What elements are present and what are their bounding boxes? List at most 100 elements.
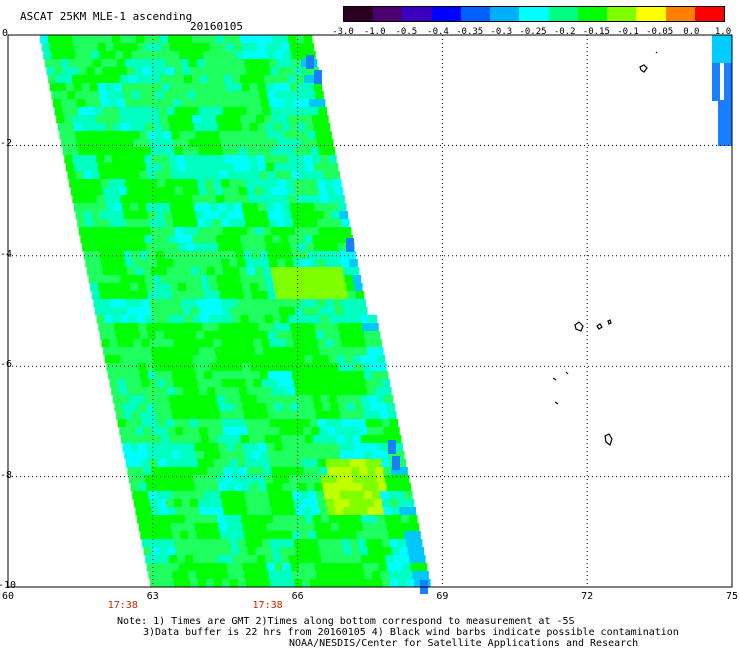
color-swatch xyxy=(519,7,549,21)
swath-cell xyxy=(123,371,133,380)
swath-cell xyxy=(161,515,170,524)
swath-cell xyxy=(180,411,189,420)
swath-cell xyxy=(145,163,155,172)
swath-cell xyxy=(264,155,273,164)
swath-cell xyxy=(152,435,162,444)
swath-cell xyxy=(412,571,421,580)
swath-cell xyxy=(381,539,391,548)
swath-cell xyxy=(323,131,332,140)
swath-cell xyxy=(393,555,402,564)
swath-cell xyxy=(287,387,296,396)
swath-cell xyxy=(287,547,297,556)
swath-cell xyxy=(228,59,238,68)
swath-cell xyxy=(312,395,322,404)
swath-cell xyxy=(120,75,129,84)
swath-cell xyxy=(197,459,207,468)
swath-cell xyxy=(208,435,218,444)
swath-cell xyxy=(149,419,159,428)
swath-cell xyxy=(233,203,243,212)
swath-cell xyxy=(292,451,301,460)
swath-cell xyxy=(253,419,263,428)
swath-cell xyxy=(238,107,248,116)
swath-cell xyxy=(223,387,232,396)
color-swatch xyxy=(402,7,432,21)
swath-cell xyxy=(59,91,68,100)
swath-cell xyxy=(378,483,388,492)
swath-cell xyxy=(46,67,55,76)
swath-cell xyxy=(203,251,213,260)
swath-cell xyxy=(290,323,299,332)
swath-cell xyxy=(120,435,130,444)
swath-cell xyxy=(131,51,140,60)
swath-cell xyxy=(93,219,102,228)
swath-cell xyxy=(275,131,284,140)
swath-cell xyxy=(127,387,136,396)
swath-cell xyxy=(219,171,228,180)
swath-cell xyxy=(283,331,293,340)
swath-cell xyxy=(317,419,327,428)
swath-cell xyxy=(145,515,154,524)
swath-cell xyxy=(212,571,221,580)
swath-cell xyxy=(298,523,308,532)
swath-cell xyxy=(122,363,131,372)
swath-cell xyxy=(173,539,183,548)
swath-cell xyxy=(104,35,113,44)
swath-cell xyxy=(288,235,297,244)
swath-cell xyxy=(152,115,161,124)
swath-cell xyxy=(330,243,339,252)
swath-cell xyxy=(322,403,331,412)
swath-cell xyxy=(176,235,185,244)
swath-cell xyxy=(255,307,264,316)
swath-cell xyxy=(177,83,187,92)
swath-cell xyxy=(254,67,263,76)
swath-cell xyxy=(399,467,408,476)
swath-cell xyxy=(206,147,216,156)
swath-cell xyxy=(362,403,371,412)
swath-cell xyxy=(229,539,239,548)
swath-cell xyxy=(103,347,112,356)
swath-cell xyxy=(126,67,135,76)
swath-cell xyxy=(329,515,338,524)
swath-cell xyxy=(135,507,144,516)
swath-cell xyxy=(110,227,120,236)
swath-edge-cell xyxy=(392,456,400,470)
swath-cell xyxy=(354,483,364,492)
swath-cell xyxy=(135,307,144,316)
swath-cell xyxy=(304,475,314,484)
swath-cell xyxy=(267,51,276,60)
swath-cell xyxy=(364,531,373,540)
swath-cell xyxy=(224,315,234,324)
swath-cell xyxy=(214,579,223,588)
swath-cell xyxy=(279,307,288,316)
swath-cell xyxy=(341,259,350,268)
swath-cell xyxy=(159,507,168,516)
swath-cell xyxy=(177,123,187,132)
swath-cell xyxy=(222,187,232,196)
swath-cell xyxy=(362,323,371,332)
swath-cell xyxy=(200,475,210,484)
swath-cell xyxy=(222,147,232,156)
swath-cell xyxy=(354,283,363,292)
swath-cell xyxy=(314,363,323,372)
swath-cell xyxy=(189,219,198,228)
swath-cell xyxy=(389,419,399,428)
swath-cell xyxy=(290,403,299,412)
swath-cell xyxy=(295,307,304,316)
swath-cell xyxy=(213,459,223,468)
swath-cell xyxy=(112,75,121,84)
swath-cell xyxy=(300,59,310,68)
swath-cell xyxy=(204,531,213,540)
swath-cell xyxy=(135,427,144,436)
swath-cell xyxy=(120,355,130,364)
swath-cell xyxy=(235,51,244,60)
swath-cell xyxy=(104,195,113,204)
swath-cell xyxy=(277,499,287,508)
swath-cell xyxy=(160,35,169,44)
swath-cell xyxy=(279,547,289,556)
swath-cell xyxy=(216,395,226,404)
swath-cell xyxy=(154,403,163,412)
swath-cell xyxy=(180,571,189,580)
swath-cell xyxy=(415,547,425,556)
swath-cell xyxy=(134,267,144,276)
swath-cell xyxy=(192,75,201,84)
